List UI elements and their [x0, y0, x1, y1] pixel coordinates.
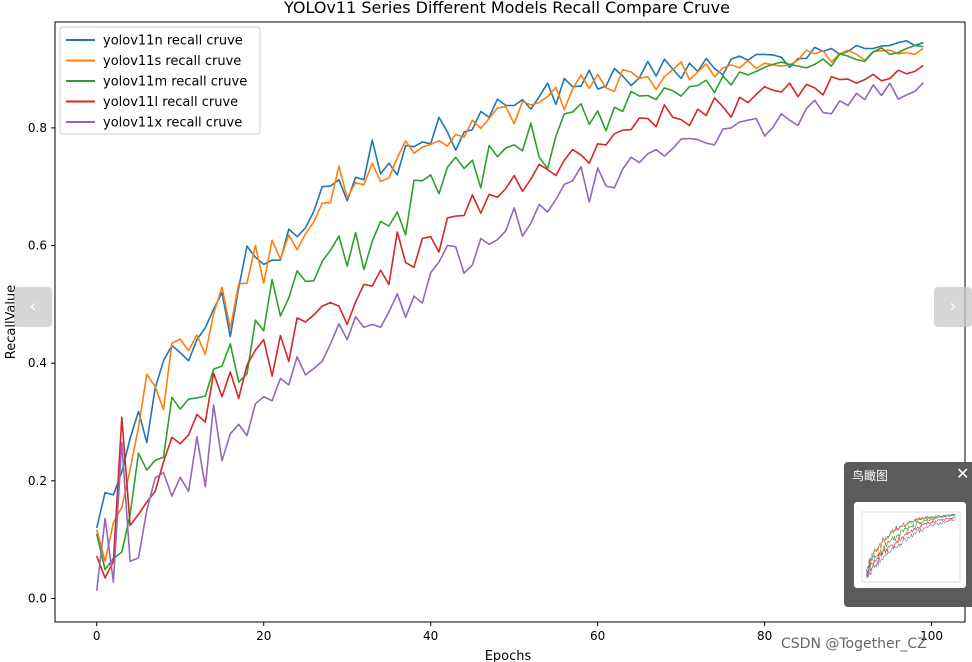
x-axis: 0 20 40 60 80 100 — [93, 622, 943, 643]
legend-box — [59, 26, 261, 135]
y-tick-label: 0.6 — [28, 239, 47, 253]
series-line-3 — [95, 44, 924, 571]
x-tick-label: 20 — [256, 629, 271, 643]
thumbnail-line-5 — [866, 518, 956, 579]
x-tick-label: 100 — [920, 629, 943, 643]
legend-label: yolov11s recall cruve — [103, 54, 241, 69]
series-line-2 — [95, 47, 924, 563]
thumbnail-frame — [861, 511, 961, 583]
x-tick-label: 60 — [590, 629, 605, 643]
birdseye-thumbnail[interactable] — [854, 502, 966, 588]
series-lines — [95, 39, 924, 591]
legend-label: yolov11l recall cruve — [103, 95, 238, 110]
thumbnail-line-3 — [866, 514, 956, 577]
chevron-left-icon: ‹ — [29, 296, 37, 317]
legend: yolov11n recall cruve yolov11s recall cru… — [59, 26, 261, 135]
birdseye-title: 鸟瞰图 — [852, 469, 889, 483]
chevron-right-icon: › — [949, 296, 957, 317]
x-tick-label: 40 — [423, 629, 438, 643]
series-line-5 — [95, 82, 924, 591]
y-tick-label: 0.2 — [28, 474, 47, 488]
legend-label: yolov11x recall cruve — [103, 116, 242, 131]
next-image-button[interactable]: › — [934, 287, 972, 327]
y-tick-label: 0.8 — [28, 121, 47, 135]
x-tick-label: 0 — [93, 629, 101, 643]
x-axis-label: Epochs — [485, 649, 532, 662]
watermark: CSDN @Together_CZ — [781, 636, 927, 652]
previous-image-button[interactable]: ‹ — [14, 287, 52, 327]
legend-label: yolov11n recall cruve — [103, 34, 243, 49]
y-tick-label: 0.4 — [28, 356, 47, 370]
chart-title: YOLOv11 Series Different Models Recall C… — [283, 0, 730, 17]
series-line-4 — [95, 64, 924, 579]
thumbnail-chart — [861, 511, 961, 583]
y-axis: 0.0 0.2 0.4 0.6 0.8 — [28, 121, 55, 605]
x-tick-label: 80 — [757, 629, 772, 643]
close-icon[interactable]: ✕ — [956, 464, 970, 483]
legend-label: yolov11m recall cruve — [103, 75, 247, 90]
birdseye-panel: 鸟瞰图 ✕ — [844, 462, 972, 607]
series-line-1 — [95, 39, 924, 529]
thumbnail-line-4 — [866, 516, 956, 578]
y-tick-label: 0.0 — [28, 591, 47, 605]
